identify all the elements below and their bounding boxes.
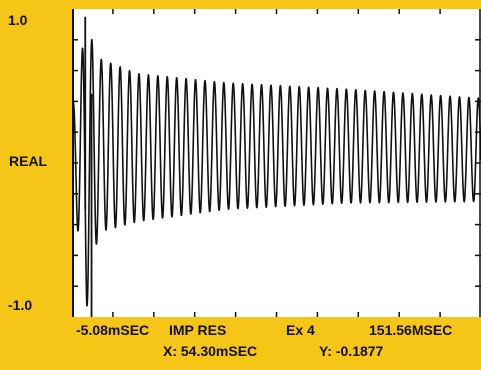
cursor-x-readout: X: 54.30mSEC [163,343,258,359]
plot-area [72,9,481,317]
y-axis-title: REAL [9,153,48,169]
x-axis-end-label: 151.56MSEC [369,322,453,338]
measurement-label: IMP RES [169,322,227,338]
impulse-response-trace [72,38,481,307]
impulse-response-plot [72,9,481,317]
y-axis-top-label: 1.0 [8,12,28,28]
y-axis-bottom-label: -1.0 [8,297,33,313]
x-axis-start-label: -5.08mSEC [76,322,150,338]
cursor-y-readout: Y: -0.1877 [319,343,384,359]
channel-label: Ex 4 [286,322,315,338]
